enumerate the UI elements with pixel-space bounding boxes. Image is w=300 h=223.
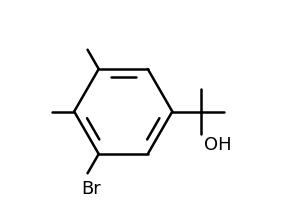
Text: Br: Br	[81, 180, 100, 198]
Text: OH: OH	[203, 136, 231, 154]
